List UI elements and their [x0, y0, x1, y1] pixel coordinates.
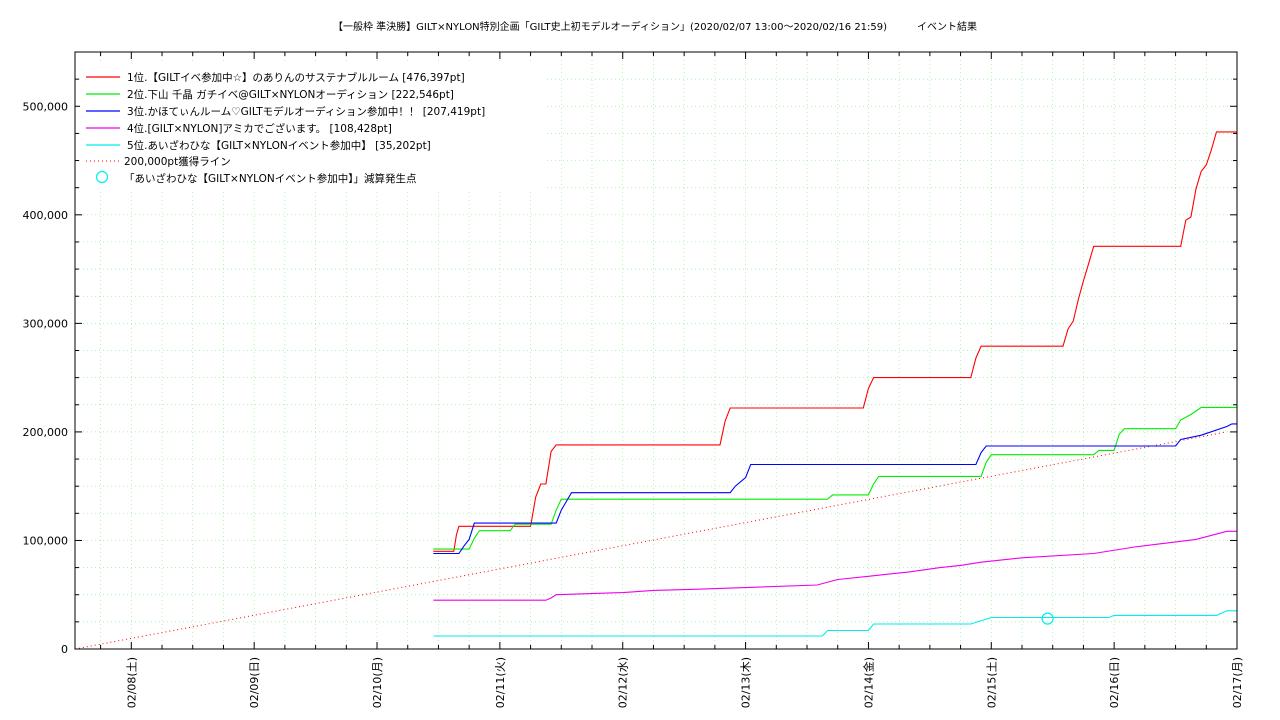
x-tick-label: 02/09(日) [248, 657, 261, 708]
x-tick-label: 02/08(土) [125, 657, 138, 708]
x-tick-label: 02/14(金) [861, 657, 875, 708]
y-tick-labels: 0 100,000 200,000 300,000 400,000 500,000 [23, 100, 69, 656]
y-tick-label: 0 [61, 643, 68, 656]
series-lines [433, 131, 1237, 637]
legend-entry-marker: 「あいざわひな【GILT×NYLONイベント参加中】」減算発生点 [124, 172, 416, 185]
x-tick-label: 02/11(火) [494, 657, 507, 708]
series-line-4 [433, 530, 1237, 601]
reference-line-200000 [74, 431, 1227, 650]
series-line-2 [433, 406, 1237, 550]
x-tick-labels: 02/08(土) 02/09(日) 02/10(月) 02/11(火) 02/12(水)… [125, 657, 1244, 708]
legend-entry-reference: 200,000pt獲得ライン [124, 155, 231, 168]
legend-entry-5: 5位.あいざわひな【GILT×NYLONイベント参加中】 [35,202pt] [127, 139, 431, 152]
legend-marker-icon [95, 170, 109, 184]
y-tick-label: 300,000 [23, 317, 69, 330]
legend-entry-3: 3位.かほてぃんルーム♡GILTモデルオーディション参加中！！ [207,419… [127, 105, 485, 118]
series-line-3 [433, 423, 1237, 555]
series-line-5 [433, 610, 1237, 637]
chart-title: 【一般枠 準決勝】GILT×NYLON特別企画「GILT史上初モデルオーディショ… [333, 20, 977, 33]
x-tick-label: 02/13(木) [740, 657, 753, 708]
x-tick-label: 02/17(月) [1231, 657, 1244, 708]
x-tick-label: 02/12(水) [617, 657, 630, 708]
y-tick-label: 200,000 [23, 426, 69, 439]
legend-entry-1: 1位.【GILTイベ参加中☆】のありんのサステナブルルーム [476,397pt… [127, 71, 465, 84]
x-tick-label: 02/10(月) [371, 657, 384, 708]
x-tick-label: 02/15(土) [985, 657, 998, 708]
legend-background [80, 64, 545, 192]
legend-entry-4: 4位.[GILT×NYLON]アミカでございます。 [108,428pt] [127, 122, 392, 135]
legend: 1位.【GILTイベ参加中☆】のありんのサステナブルルーム [476,397pt… [80, 64, 545, 192]
gridlines [75, 52, 1238, 649]
legend-entry-2: 2位.下山 千晶 ガチイベ@GILT×NYLONオーディション [222,546… [127, 88, 454, 101]
axis-ticks [75, 51, 1238, 650]
series-line-1 [433, 131, 1237, 552]
x-tick-label: 02/16(日) [1108, 657, 1121, 708]
y-tick-label: 100,000 [23, 534, 69, 547]
y-tick-label: 500,000 [23, 100, 69, 113]
y-tick-label: 400,000 [23, 209, 69, 222]
subtraction-marker [1041, 612, 1054, 625]
